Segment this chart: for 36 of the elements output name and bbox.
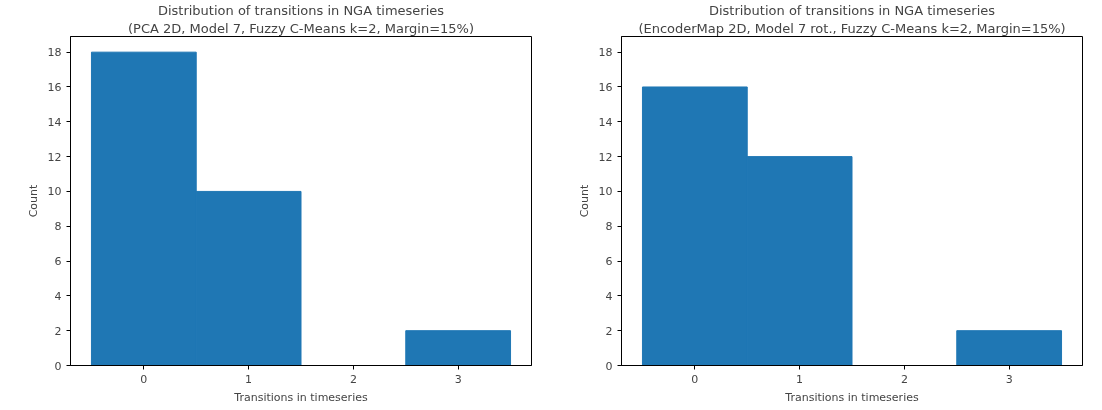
y-axis-title: Count [26,183,40,218]
x-tick-label: 2 [900,372,908,386]
y-tick-label: 8 [605,220,613,234]
chart-title: Distribution of transitions in NGA timeseries [708,2,996,18]
y-tick-label: 6 [605,255,613,269]
chart-subtitle: (EncoderMap 2D, Model 7 rot., Fuzzy C-Means k=2, Margin=15%) [638,20,1066,36]
y-tick-label: 0 [54,359,62,373]
y-tick-label: 2 [605,324,613,338]
y-tick-label: 16 [598,80,613,94]
y-axis-title: Count [577,183,591,218]
y-tick-label: 8 [54,220,62,234]
x-tick-label: 1 [245,372,253,386]
x-tick-label: 0 [140,372,148,386]
y-tick-label: 10 [47,185,62,199]
y-tick-label: 12 [598,150,613,164]
y-tick-label: 14 [47,115,62,129]
chart-title: Distribution of transitions in NGA timeseries [157,2,445,18]
y-tick-label: 4 [605,289,613,303]
y-tick-label: 6 [54,255,62,269]
y-tick-label: 10 [598,185,613,199]
y-tick-label: 4 [54,289,62,303]
y-tick-label: 12 [47,150,62,164]
y-tick-label: 2 [54,324,62,338]
y-tick-label: 18 [598,46,613,60]
x-tick-label: 3 [1005,372,1013,386]
x-tick-label: 2 [349,372,357,386]
y-tick-label: 14 [598,115,613,129]
y-tick-label: 0 [605,359,613,373]
y-tick-label: 18 [47,46,62,60]
x-axis-title: Transitions in timeseries [784,390,919,404]
x-tick-label: 1 [796,372,804,386]
x-tick-label: 0 [691,372,699,386]
chart-subtitle: (PCA 2D, Model 7, Fuzzy C-Means k=2, Margin=15%) [127,20,475,36]
x-tick-label: 3 [454,372,462,386]
x-axis-title: Transitions in timeseries [233,390,368,404]
y-tick-label: 16 [47,80,62,94]
